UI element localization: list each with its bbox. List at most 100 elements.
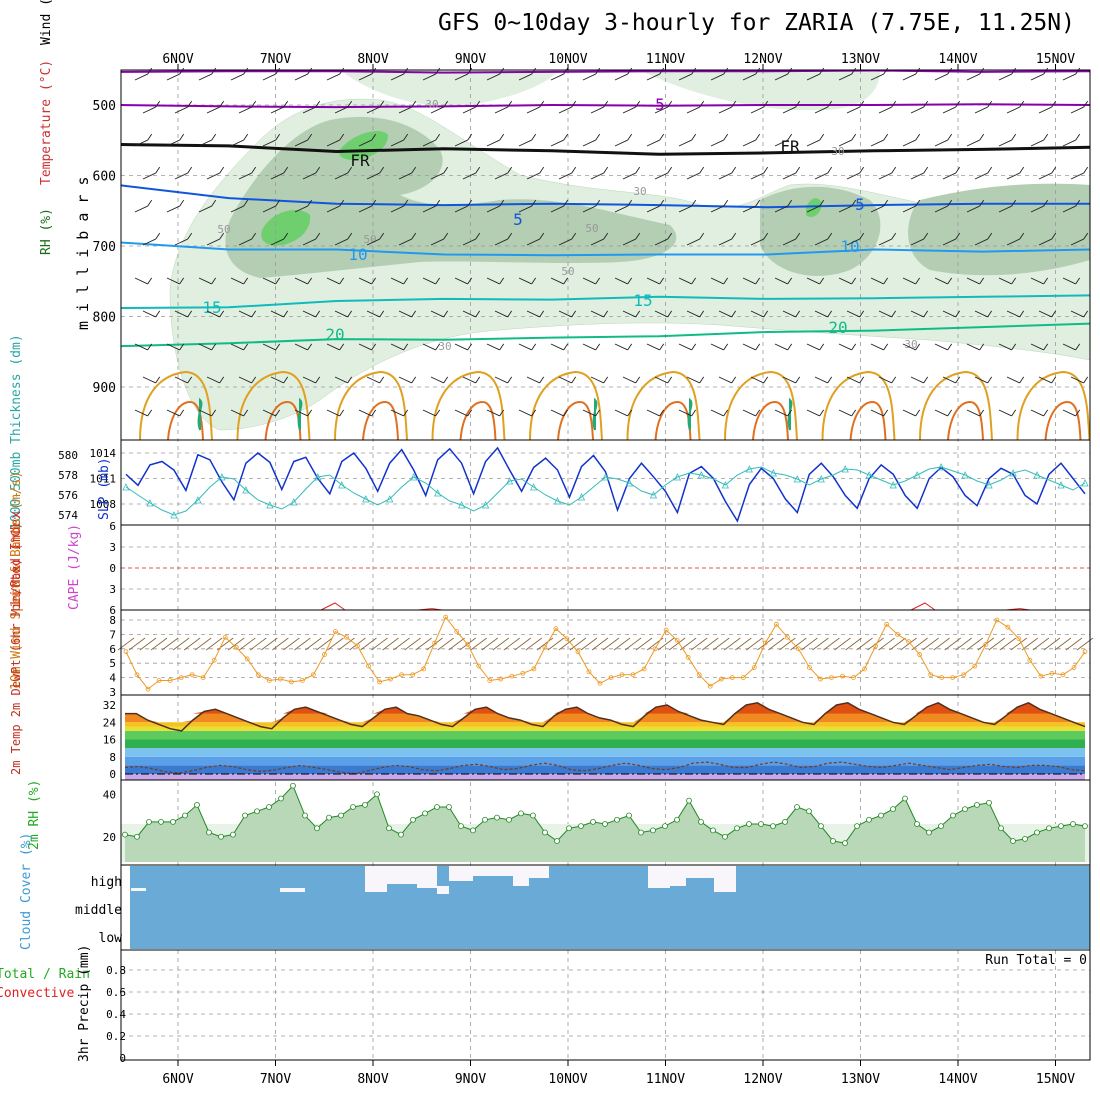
wind-barb-flag	[347, 310, 353, 318]
wind-barb-flag	[1011, 343, 1017, 351]
wind-barb	[1062, 139, 1076, 147]
wind10-point	[862, 666, 867, 672]
cape-spike	[320, 602, 346, 611]
wind-barb-flag	[507, 232, 513, 240]
thickness-marker	[314, 473, 322, 481]
rh2m-point	[974, 801, 980, 808]
wind-barb-flag	[435, 343, 441, 351]
wind-barb	[582, 73, 596, 81]
wind-barb	[686, 310, 700, 318]
wind-barb-flag	[403, 343, 409, 351]
cloud-gap	[686, 866, 714, 878]
wind-barb	[870, 139, 884, 147]
wind-barb	[806, 343, 820, 351]
wind-barb-flag	[443, 310, 449, 318]
wind-barb-flag	[507, 376, 513, 384]
rh2m-point	[410, 816, 416, 823]
wind10-point	[751, 665, 757, 670]
wind-barb	[846, 106, 860, 114]
thickness-marker	[601, 473, 610, 481]
surface-barb	[900, 637, 917, 651]
rh2m-point	[506, 816, 512, 823]
wind-barb-flag	[403, 67, 409, 75]
thickness-marker	[937, 463, 945, 471]
wind-barb	[1006, 238, 1020, 246]
wind-barb-flag	[147, 277, 153, 285]
wind-barb	[358, 343, 372, 351]
wind10-point	[740, 675, 746, 680]
temp-color-band	[125, 726, 1085, 731]
wind-barb-flag	[283, 310, 289, 318]
wind-barb-flag	[691, 67, 697, 75]
wind10-point	[322, 652, 327, 657]
wind-barb-flag	[723, 343, 729, 351]
wind-barb	[358, 409, 372, 417]
wind10-point	[410, 672, 415, 678]
thickness-marker	[913, 471, 921, 479]
wind-barb-flag	[1019, 166, 1025, 174]
wind-barb-flag	[755, 409, 761, 417]
wind-barb-flag	[659, 343, 665, 351]
li-side-labels: Lifted Index	[9, 511, 24, 605]
wind10-point	[167, 678, 173, 683]
thickness-marker	[481, 501, 490, 509]
thickness-marker	[985, 481, 993, 489]
rh2m-point	[326, 814, 332, 821]
wind10-side-labels: 10m Wind Speed & Barbs (m/s)	[9, 471, 24, 690]
temp-tick: 24	[103, 716, 117, 729]
temp-contour-FR	[120, 143, 1091, 156]
wind-barb-flag	[595, 67, 601, 75]
wind-barb	[966, 205, 980, 213]
surface-barb	[558, 637, 576, 651]
wind-barb	[358, 277, 372, 285]
wind-barb-flag	[403, 199, 409, 207]
wind-barb	[526, 238, 540, 246]
precip-side-labels: 3hr Precip (mm)	[77, 945, 92, 1062]
wind-barb	[902, 277, 916, 285]
wind-barb	[750, 376, 764, 384]
wind-barb	[198, 343, 212, 351]
wind-barb-flag	[795, 376, 801, 384]
wind-barb-flag	[339, 277, 345, 285]
temp-tick: 16	[103, 734, 116, 747]
wind-barb	[1070, 310, 1084, 318]
wind10-point	[851, 675, 856, 680]
wind-barb	[366, 376, 380, 384]
wind-barb-flag	[347, 232, 353, 240]
wind-barb-flag	[467, 343, 473, 351]
wind-barb	[454, 205, 468, 213]
wind-barb-flag	[979, 343, 985, 351]
wind-barb	[398, 376, 412, 384]
wind-barb-flag	[1011, 133, 1017, 141]
rh2m-point	[878, 812, 884, 819]
wind-tick: 8	[109, 614, 116, 627]
wind-barb	[902, 409, 916, 417]
precip-tick: 0.6	[106, 986, 126, 999]
wind-barb-flag	[659, 409, 665, 417]
wind-barb-flag	[219, 166, 225, 174]
wind-barb	[1038, 106, 1052, 114]
wind-barb-flag	[307, 67, 313, 75]
wind-barb-flag	[371, 343, 377, 351]
rh2m-point	[614, 816, 620, 823]
wind-barb-flag	[243, 133, 249, 141]
surface-barb	[272, 637, 289, 651]
wind-barb	[486, 343, 500, 351]
wind-barb-flag	[987, 100, 993, 108]
wind-barb	[518, 139, 532, 147]
wind-barb	[462, 310, 476, 318]
date-label-top: 15NOV	[1036, 52, 1075, 67]
wind-barb-flag	[691, 277, 697, 285]
wind-barb-flag	[595, 277, 601, 285]
wind-barb-flag	[987, 166, 993, 174]
slp-tick: 1014	[90, 447, 117, 460]
surface-barb	[437, 637, 454, 651]
wind-barb-flag	[531, 67, 537, 75]
slp-label: SLP (mb)	[97, 457, 112, 520]
rh2m-point	[698, 818, 704, 825]
date-label-bottom: 14NOV	[938, 1072, 977, 1087]
wind-barb	[838, 73, 852, 81]
wind-barb-flag	[627, 277, 633, 285]
wind-barb	[622, 238, 636, 246]
surface-barb	[988, 637, 1006, 651]
